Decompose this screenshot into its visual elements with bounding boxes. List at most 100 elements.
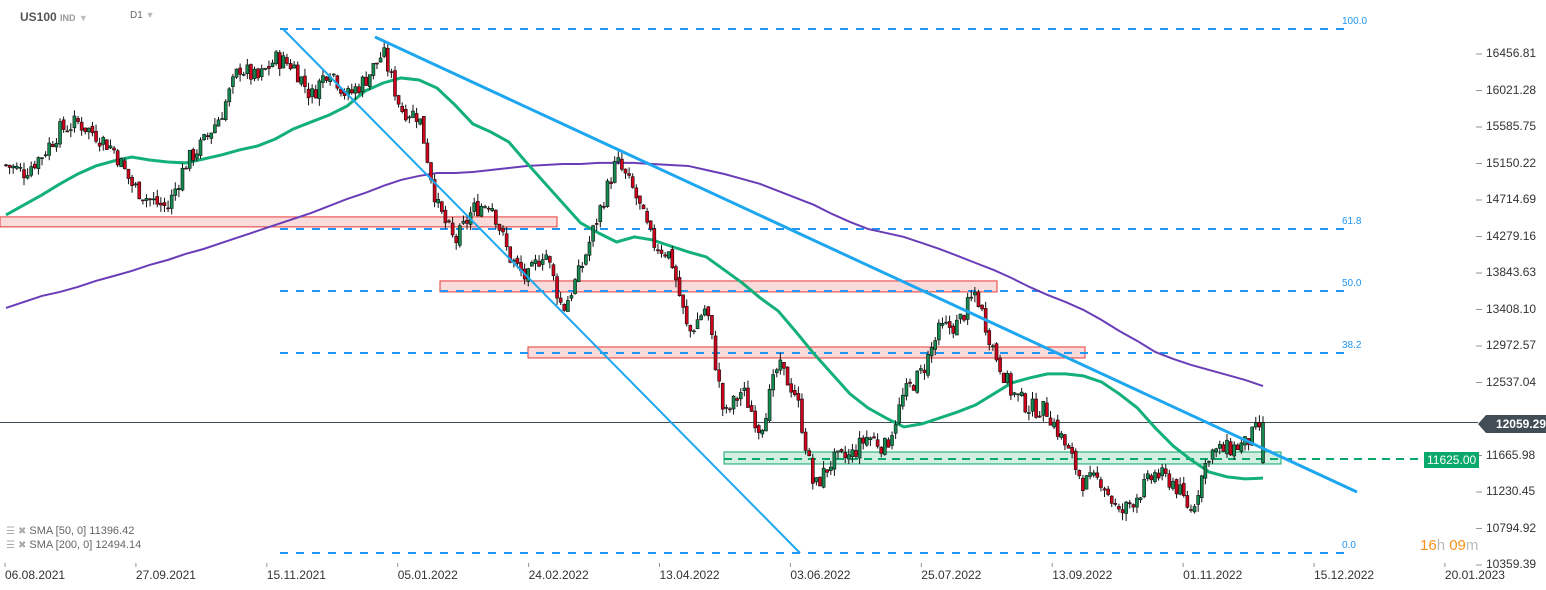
candle-bullish bbox=[223, 101, 228, 120]
candle-bullish bbox=[850, 449, 855, 458]
candle-bearish bbox=[594, 223, 599, 225]
candle-bullish bbox=[699, 315, 703, 320]
candle-bearish bbox=[746, 387, 750, 408]
timeframe-selector[interactable]: D1 ▼ bbox=[130, 10, 155, 21]
candle-bearish bbox=[166, 207, 170, 210]
close-icon[interactable]: ✖ bbox=[17, 539, 27, 551]
symbol-selector[interactable]: US100 IND ▼ bbox=[20, 10, 88, 24]
candle-bullish bbox=[544, 254, 549, 260]
candle-bearish bbox=[620, 158, 624, 170]
candle-bullish bbox=[72, 115, 77, 129]
candle-bullish bbox=[1005, 372, 1010, 383]
candle-bearish bbox=[861, 437, 866, 444]
candle-bearish bbox=[1081, 477, 1085, 492]
candle-bullish bbox=[1199, 475, 1204, 499]
candle-bullish bbox=[382, 47, 386, 57]
candle-bullish bbox=[216, 119, 221, 127]
candle-bearish bbox=[4, 164, 8, 167]
level-price-tag[interactable]: 11625.00 bbox=[1424, 452, 1480, 468]
candle-bullish bbox=[692, 330, 696, 333]
zone-red bbox=[0, 216, 558, 228]
candle-bearish bbox=[61, 119, 66, 130]
candle-bullish bbox=[1016, 393, 1020, 396]
candle-bullish bbox=[857, 437, 862, 459]
candle-bullish bbox=[371, 62, 376, 76]
candle-bullish bbox=[317, 80, 322, 99]
candle-bearish bbox=[303, 75, 307, 87]
candle-bullish bbox=[1232, 444, 1236, 457]
legend-sma200[interactable]: ☰ ✖ SMA [200, 0] 12494.14 bbox=[6, 539, 141, 551]
candle-bullish bbox=[958, 313, 963, 320]
candle-bearish bbox=[357, 86, 361, 94]
candle-bearish bbox=[803, 431, 808, 451]
candle-bullish bbox=[411, 110, 415, 118]
x-tick-label: 13.04.2022 bbox=[659, 568, 720, 582]
candle-bearish bbox=[630, 176, 635, 188]
candle-bearish bbox=[1055, 419, 1060, 437]
candle-bearish bbox=[756, 425, 761, 433]
candle-bearish bbox=[717, 369, 721, 382]
candle-bullish bbox=[36, 157, 41, 169]
candle-bullish bbox=[40, 157, 44, 160]
candle-bearish bbox=[663, 254, 667, 257]
candle-bearish bbox=[385, 47, 390, 72]
candle-bearish bbox=[184, 167, 188, 170]
candle-bearish bbox=[1095, 472, 1100, 478]
menu-icon[interactable]: ☰ bbox=[6, 525, 15, 537]
candle-bearish bbox=[79, 121, 84, 131]
candle-bearish bbox=[267, 66, 271, 69]
candle-bullish bbox=[227, 88, 232, 103]
candle-bearish bbox=[1189, 509, 1193, 511]
candle-bullish bbox=[1091, 472, 1096, 476]
candle-bearish bbox=[349, 89, 354, 94]
candle-bearish bbox=[105, 139, 109, 150]
candle-bullish bbox=[573, 279, 577, 294]
candle-bearish bbox=[306, 88, 311, 99]
candle-bullish bbox=[231, 76, 235, 87]
candle-bearish bbox=[652, 228, 657, 248]
candle-bearish bbox=[911, 385, 916, 391]
candle-bullish bbox=[1142, 479, 1146, 498]
candle-bearish bbox=[162, 202, 167, 207]
candle-bullish bbox=[1210, 449, 1215, 460]
candle-bullish bbox=[119, 158, 124, 168]
candle-bearish bbox=[400, 105, 404, 112]
candle-countdown: 16h 09m bbox=[1420, 537, 1478, 554]
menu-icon[interactable]: ☰ bbox=[6, 539, 15, 551]
candle-bullish bbox=[281, 55, 286, 69]
candle-bearish bbox=[123, 160, 127, 170]
close-icon[interactable]: ✖ bbox=[17, 525, 27, 537]
candle-bearish bbox=[421, 115, 426, 144]
y-tick-label: 15585.75 bbox=[1486, 119, 1537, 133]
candle-bearish bbox=[288, 63, 293, 70]
candle-bullish bbox=[1261, 422, 1265, 464]
candle-bullish bbox=[1160, 467, 1164, 477]
candle-bullish bbox=[566, 300, 570, 312]
candle-bullish bbox=[133, 183, 138, 186]
candle-bullish bbox=[944, 321, 948, 324]
candle-bullish bbox=[919, 368, 923, 371]
candle-bearish bbox=[465, 219, 469, 224]
candle-bullish bbox=[292, 64, 296, 69]
candle-bullish bbox=[418, 118, 422, 125]
candle-bearish bbox=[1045, 402, 1049, 417]
candle-bullish bbox=[587, 241, 592, 256]
fib-label: 0.0 bbox=[1342, 539, 1356, 551]
y-tick-label: 12972.57 bbox=[1486, 338, 1537, 352]
candle-bullish bbox=[897, 404, 902, 424]
candle-bullish bbox=[731, 395, 736, 410]
candle-bearish bbox=[1099, 479, 1103, 488]
candle-bearish bbox=[659, 249, 664, 254]
candle-bullish bbox=[47, 142, 52, 156]
candle-bearish bbox=[634, 187, 639, 199]
legend-sma50[interactable]: ☰ ✖ SMA [50, 0] 11396.42 bbox=[6, 525, 134, 537]
candle-bearish bbox=[1106, 488, 1110, 495]
candle-bearish bbox=[706, 306, 711, 317]
y-tick-label: 16021.28 bbox=[1486, 82, 1537, 97]
candle-bullish bbox=[1207, 461, 1211, 463]
candle-bearish bbox=[486, 207, 491, 210]
candle-bearish bbox=[609, 181, 613, 184]
candle-bullish bbox=[890, 435, 894, 446]
candle-bullish bbox=[360, 76, 365, 93]
